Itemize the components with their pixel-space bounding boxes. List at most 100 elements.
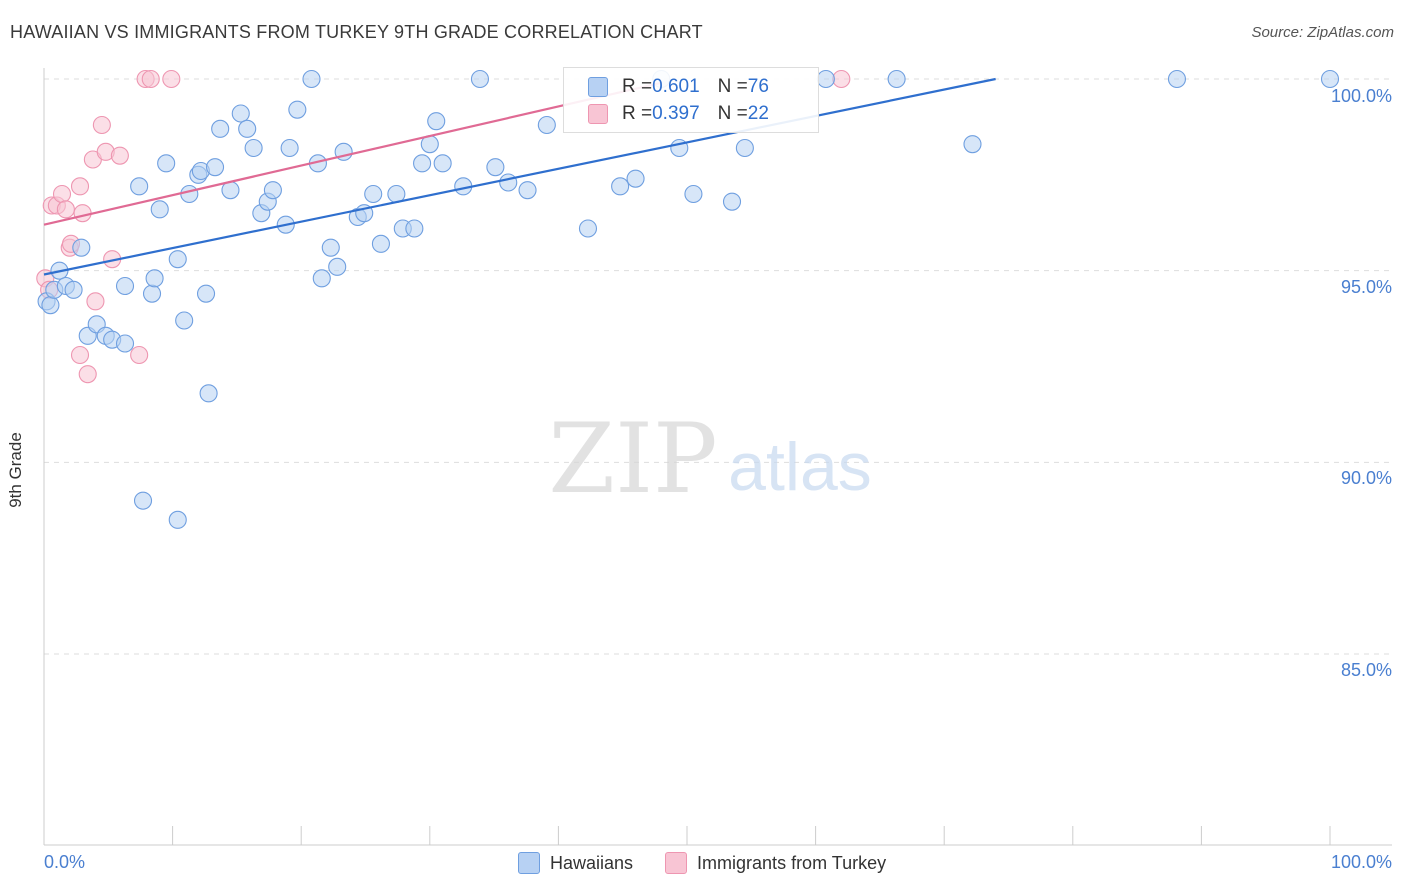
hawaiians-point (115, 334, 135, 353)
hawaiians-point (115, 276, 135, 296)
hawaiians-point (722, 192, 742, 211)
y-tick-85: 85.0% (1340, 660, 1392, 680)
legend-swatch-hawaiians (518, 852, 540, 874)
hawaiians-point (145, 269, 164, 288)
hawaiians-point (328, 257, 347, 276)
hawaiians-point (133, 491, 153, 510)
turkey-point (78, 365, 97, 384)
hawaiians-point (470, 69, 490, 89)
legend-label-hawaiians: Hawaiians (550, 852, 634, 873)
hawaiians-point (244, 138, 263, 158)
hawaiians-point (150, 200, 169, 219)
hawaiians-point (288, 100, 307, 119)
legend-label-turkey: Immigrants from Turkey (697, 852, 887, 873)
hawaiians-point (211, 119, 230, 138)
r-label: R = (622, 103, 653, 124)
hawaiians-point (1320, 69, 1340, 89)
axes (43, 68, 1392, 846)
turkey-point (70, 177, 90, 196)
watermark: ZIP atlas (548, 403, 871, 515)
turkey-point (110, 146, 129, 165)
r-value: 0.397 (652, 103, 700, 124)
legend-row-hawaiians: R = 0.601 N = 76 (588, 74, 769, 100)
turkey-point (56, 200, 75, 219)
n-value: 76 (747, 76, 769, 97)
hawaiians-point (312, 269, 331, 288)
hawaiians-point (887, 69, 906, 89)
hawaiians-point (280, 138, 299, 158)
legend-swatch-turkey (665, 852, 688, 874)
hawaiians-point (371, 234, 390, 253)
trend-line-hawaiians (43, 77, 996, 276)
hawaiians-point (427, 112, 446, 131)
n-label: N = (717, 76, 748, 97)
hawaiians-point (72, 238, 91, 257)
turkey-point (73, 204, 92, 223)
hawaiians-point (433, 154, 452, 173)
turkey-point (92, 115, 111, 135)
hawaiians-point (168, 250, 187, 269)
hawaiians-point (168, 510, 187, 529)
hawaiians-point (486, 158, 505, 177)
hawaiians-point (518, 181, 537, 200)
source-label: Source: ZipAtlas.com (1251, 24, 1394, 41)
hawaiians-point (684, 184, 703, 204)
series-hawaiians-points (37, 69, 1340, 529)
hawaiians-point (175, 311, 194, 330)
n-value: 22 (747, 103, 769, 124)
hawaiians-point (405, 219, 424, 238)
gridlines (44, 78, 1392, 655)
chart-title: HAWAIIAN VS IMMIGRANTS FROM TURKEY 9TH G… (10, 22, 703, 42)
turkey-point (52, 184, 72, 204)
legend-swatch-blue (588, 77, 608, 97)
hawaiians-point (578, 219, 598, 238)
hawaiians-point (238, 119, 257, 138)
hawaiians-point (413, 154, 432, 173)
hawaiians-point (302, 69, 321, 89)
hawaiians-point (816, 69, 835, 89)
hawaiians-point (263, 181, 282, 200)
x-tick-min: 0.0% (44, 852, 86, 872)
turkey-point (162, 69, 181, 89)
hawaiians-point (130, 177, 149, 196)
y-tick-90: 90.0% (1340, 468, 1392, 488)
legend-item-hawaiians[interactable]: Hawaiians (518, 852, 633, 874)
hawaiians-point (64, 280, 83, 299)
hawaiians-point (142, 284, 162, 303)
hawaiians-point (41, 296, 60, 315)
hawaiians-point (963, 135, 982, 154)
hawaiians-point (231, 104, 250, 123)
hawaiians-point (180, 184, 199, 204)
turkey-point (70, 345, 90, 365)
n-label: N = (717, 103, 748, 124)
turkey-point (86, 292, 105, 311)
hawaiians-point (157, 154, 176, 173)
turkey-point (832, 69, 851, 89)
hawaiians-point (1167, 69, 1187, 89)
trend-lines (43, 77, 996, 276)
y-tick-100: 100.0% (1330, 86, 1392, 106)
hawaiians-point (199, 384, 218, 403)
legend-item-turkey[interactable]: Immigrants from Turkey (665, 852, 886, 874)
legend-swatch-pink (588, 104, 608, 124)
hawaiians-point (537, 115, 556, 135)
watermark-zip: ZIP (548, 403, 717, 515)
turkey-point (141, 69, 160, 89)
legend-row-turkey: R = 0.397 N = 22 (588, 101, 769, 127)
hawaiians-point (626, 169, 645, 188)
hawaiians-point (364, 184, 383, 204)
hawaiians-point (196, 284, 216, 303)
r-label: R = (622, 76, 653, 97)
hawaiians-point (735, 138, 754, 158)
correlation-legend: R = 0.601 N = 76 R = 0.397 N = 22 (563, 67, 819, 133)
hawaiians-point (321, 238, 340, 257)
trend-line-turkey (43, 81, 662, 226)
r-value: 0.601 (652, 76, 700, 97)
series-legend: Hawaiians Immigrants from Turkey (518, 852, 918, 874)
hawaiians-point (499, 173, 518, 192)
turkey-point (130, 345, 149, 365)
y-tick-95: 95.0% (1340, 277, 1392, 297)
hawaiians-point (611, 177, 630, 196)
hawaiians-point (205, 158, 225, 177)
